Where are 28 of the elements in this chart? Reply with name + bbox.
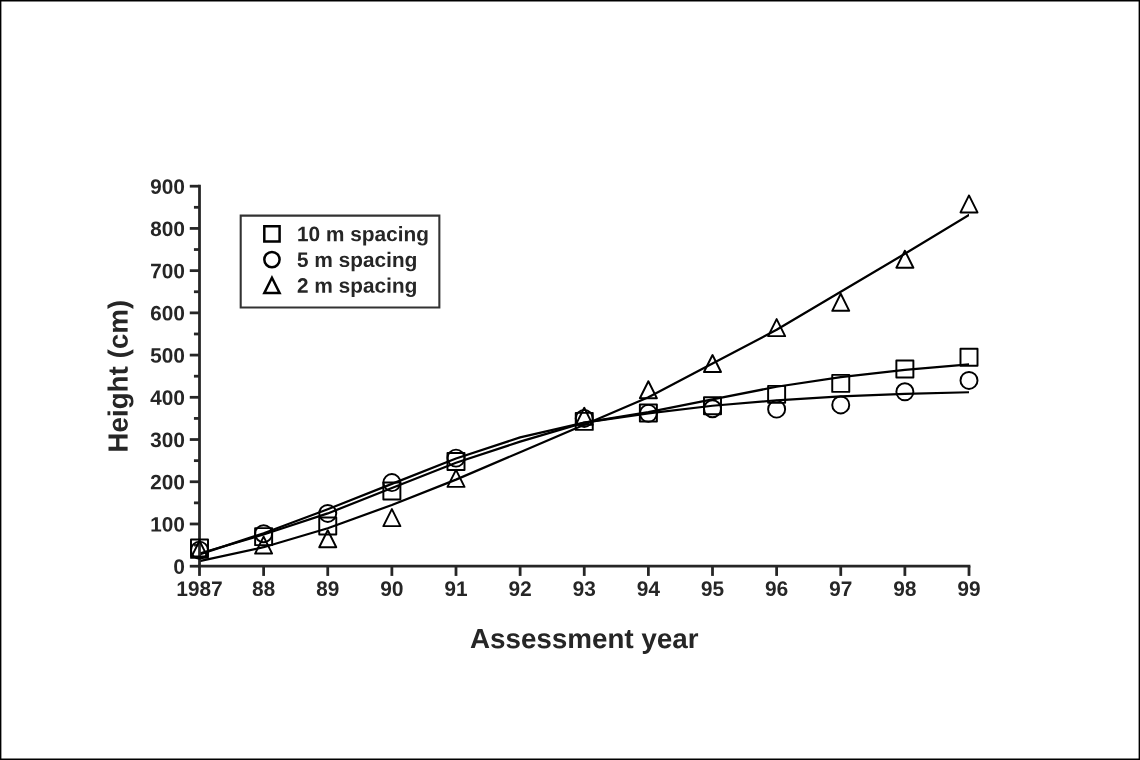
y-axis-title: Height (cm) bbox=[107, 301, 134, 451]
y-tick-label: 600 bbox=[150, 305, 185, 321]
legend-label: 10 m spacing bbox=[298, 226, 428, 246]
y-tick-label: 0 bbox=[174, 559, 185, 574]
y-tick-label: 500 bbox=[150, 348, 185, 363]
x-tick-label: 94 bbox=[637, 581, 660, 597]
x-axis-title: Assessment year bbox=[470, 629, 699, 654]
y-tick-label: 300 bbox=[150, 432, 185, 448]
x-tick-label: 97 bbox=[829, 581, 852, 597]
y-tick-label: 100 bbox=[151, 516, 185, 532]
legend-label: 2 m spacing bbox=[297, 277, 416, 298]
x-tick-label: 93 bbox=[573, 581, 596, 597]
x-tick-label: 99 bbox=[958, 581, 980, 597]
x-tick-label: 92 bbox=[509, 581, 531, 597]
y-tick-label: 200 bbox=[150, 474, 185, 490]
x-tick-label: 95 bbox=[701, 581, 724, 597]
y-tick-label: 800 bbox=[150, 221, 185, 237]
x-tick-label: 90 bbox=[381, 581, 403, 597]
y-tick-label: 400 bbox=[150, 390, 185, 406]
x-tick-label: 96 bbox=[765, 581, 788, 597]
y-tick-label: 700 bbox=[151, 263, 185, 279]
x-tick-label: 89 bbox=[316, 581, 339, 597]
y-tick-label: 900 bbox=[150, 179, 185, 194]
legend-label: 5 m spacing bbox=[297, 251, 416, 272]
x-tick-label: 88 bbox=[252, 581, 275, 597]
x-tick-label: 1987 bbox=[177, 581, 222, 597]
x-tick-label: 91 bbox=[445, 581, 468, 597]
x-tick-label: 98 bbox=[894, 581, 916, 597]
